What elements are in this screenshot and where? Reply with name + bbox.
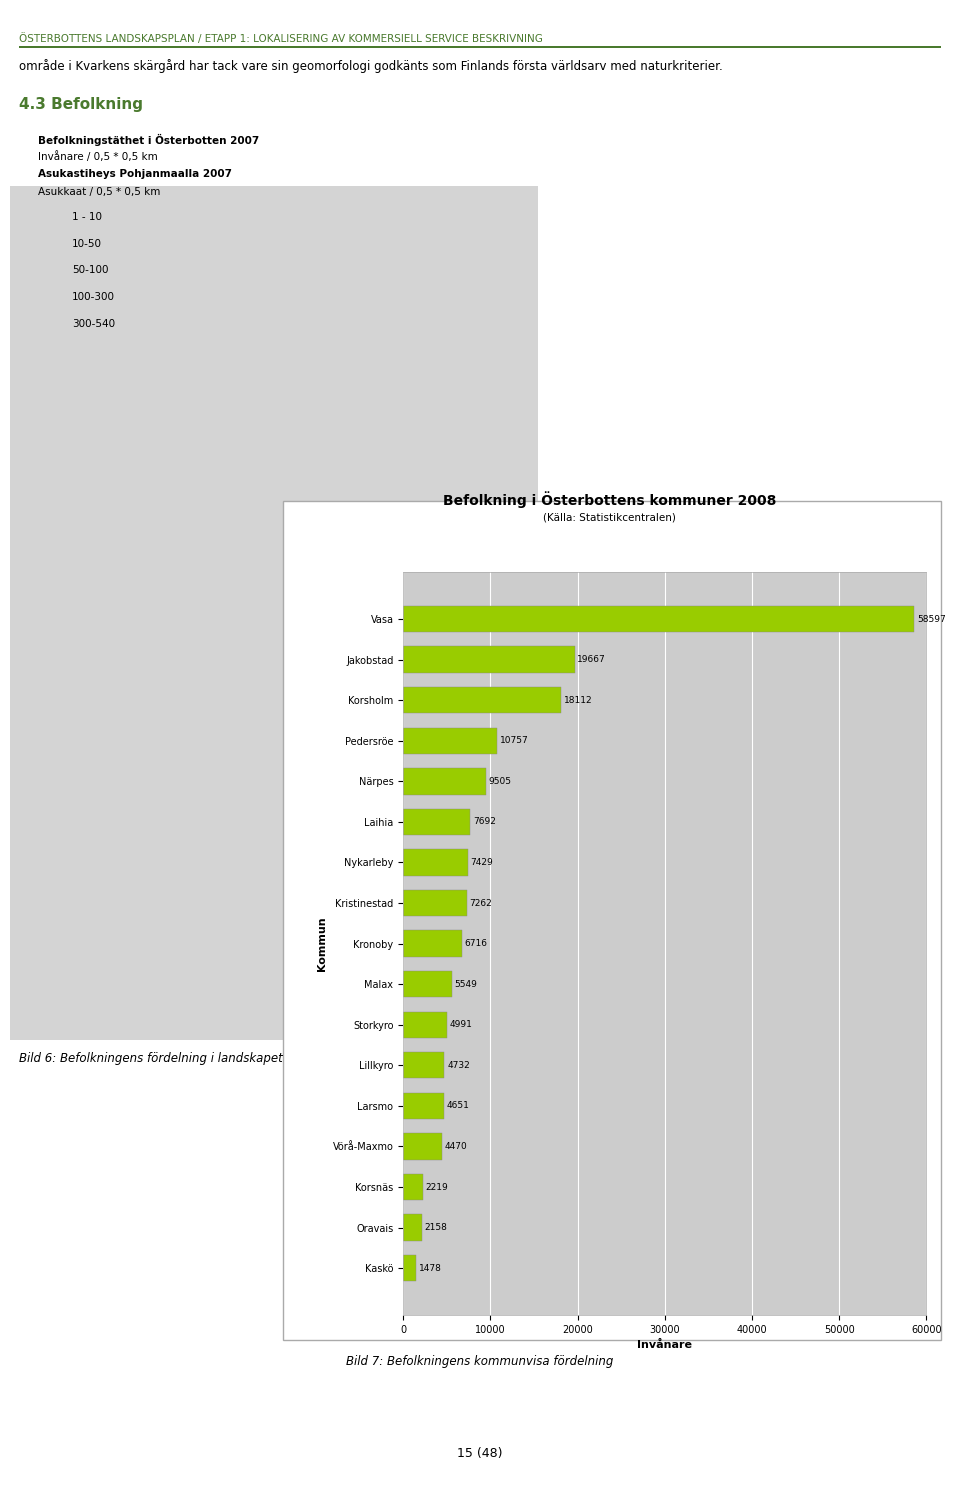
Text: 15 (48): 15 (48)	[457, 1447, 503, 1459]
Y-axis label: Kommun: Kommun	[317, 917, 327, 970]
Bar	[403, 606, 914, 632]
Text: 1478: 1478	[419, 1263, 442, 1272]
Text: 9505: 9505	[489, 777, 512, 786]
Text: 4470: 4470	[444, 1141, 468, 1152]
Text: 4991: 4991	[449, 1021, 472, 1030]
Text: 50-100: 50-100	[72, 266, 108, 275]
Bar	[403, 1256, 416, 1281]
Text: 7262: 7262	[469, 899, 492, 908]
Text: 18112: 18112	[564, 695, 592, 704]
Bar	[403, 850, 468, 875]
Text: 7692: 7692	[473, 817, 495, 826]
Bar	[403, 930, 462, 957]
Text: Asukastiheys Pohjanmaalla 2007: Asukastiheys Pohjanmaalla 2007	[38, 169, 232, 180]
Bar	[403, 1092, 444, 1119]
Text: 4.3 Befolkning: 4.3 Befolkning	[19, 97, 143, 111]
Bar	[403, 687, 562, 713]
Text: 2158: 2158	[424, 1223, 447, 1232]
Text: (Källa: Statistikcentralen): (Källa: Statistikcentralen)	[543, 513, 676, 522]
Text: 300-540: 300-540	[72, 319, 115, 328]
Text: Bild 6: Befolkningens fördelning i landskapet: Bild 6: Befolkningens fördelning i lands…	[19, 1052, 283, 1065]
Text: 100-300: 100-300	[72, 293, 115, 302]
Text: Befolkningstäthet i Österbotten 2007: Befolkningstäthet i Österbotten 2007	[38, 134, 259, 146]
Bar	[403, 1134, 443, 1159]
Bar	[403, 808, 470, 835]
Text: Befolkning i Österbottens kommuner 2008: Befolkning i Österbottens kommuner 2008	[443, 490, 777, 508]
Bar	[403, 1174, 422, 1201]
Bar	[403, 1214, 422, 1241]
Text: 4732: 4732	[447, 1061, 469, 1070]
Text: 10-50: 10-50	[72, 239, 102, 248]
Bar	[403, 1052, 444, 1079]
Text: ÖSTERBOTTENS LANDSKAPSPLAN / ETAPP 1: LOKALISERING AV KOMMERSIELL SERVICE BESKRI: ÖSTERBOTTENS LANDSKAPSPLAN / ETAPP 1: LO…	[19, 33, 543, 43]
Text: 10757: 10757	[499, 736, 528, 746]
Bar	[403, 970, 451, 997]
Text: 1 - 10: 1 - 10	[72, 212, 102, 221]
Text: Bild 7: Befolkningens kommunvisa fördelning: Bild 7: Befolkningens kommunvisa fördeln…	[347, 1355, 613, 1369]
Text: 6716: 6716	[465, 939, 488, 948]
Text: område i Kvarkens skärgård har tack vare sin geomorfologi godkänts som Finlands : område i Kvarkens skärgård har tack vare…	[19, 59, 723, 73]
Bar	[403, 728, 497, 753]
Bar	[403, 768, 486, 795]
Text: 4651: 4651	[446, 1101, 469, 1110]
Text: 5549: 5549	[454, 979, 477, 988]
X-axis label: Invånare: Invånare	[637, 1340, 692, 1351]
Text: 58597: 58597	[917, 615, 946, 624]
Bar	[403, 646, 575, 673]
Bar	[403, 890, 467, 917]
Text: Asukkaat / 0,5 * 0,5 km: Asukkaat / 0,5 * 0,5 km	[38, 187, 160, 198]
Text: 2219: 2219	[425, 1183, 448, 1192]
Text: Invånare / 0,5 * 0,5 km: Invånare / 0,5 * 0,5 km	[38, 152, 158, 162]
Bar	[403, 1012, 446, 1037]
Text: 19667: 19667	[577, 655, 606, 664]
Text: 7429: 7429	[470, 857, 493, 866]
